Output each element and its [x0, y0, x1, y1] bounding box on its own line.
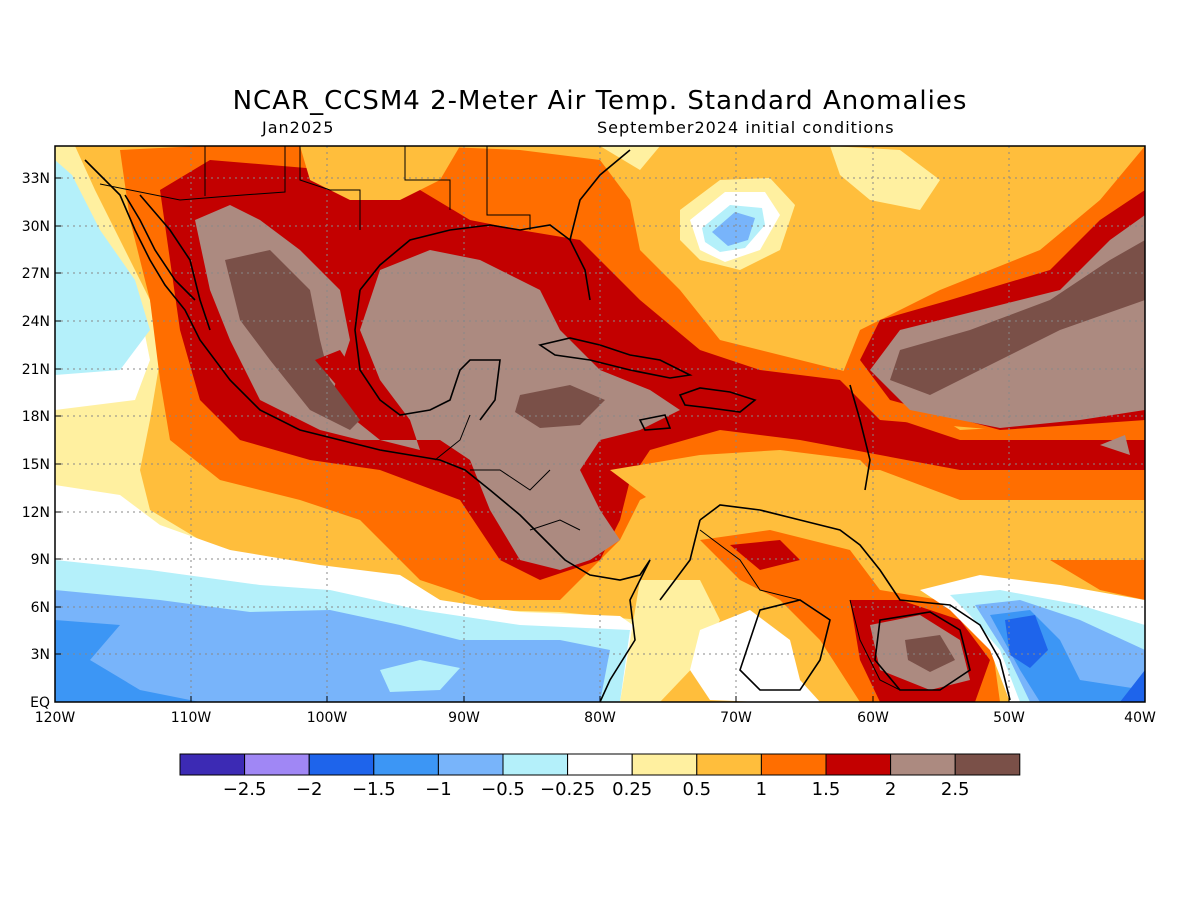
forecast-month: Jan2025: [262, 118, 335, 137]
lon-label: 50W: [993, 710, 1025, 726]
legend-label: −1: [425, 779, 452, 800]
lon-label: 70W: [720, 710, 752, 726]
legend-label: −0.25: [540, 779, 595, 800]
legend-swatch: [825, 753, 892, 776]
legend-swatch: [890, 753, 956, 776]
lat-label: 24N: [22, 314, 50, 330]
longitude-labels: 120W 110W 100W 90W 80W 70W 60W 50W 40W: [35, 710, 1156, 726]
lat-label: 9N: [31, 552, 50, 568]
graticule: [55, 146, 1145, 702]
legend-label: 1.5: [812, 779, 841, 800]
lon-label: 90W: [448, 710, 480, 726]
legend-swatch: [179, 753, 246, 776]
legend-swatch: [308, 753, 375, 776]
lat-label: 12N: [22, 505, 50, 521]
latitude-labels: 33N 30N 27N 24N 21N 18N 15N 12N 9N 6N 3N…: [22, 171, 50, 711]
lon-label: 60W: [857, 710, 889, 726]
lon-label: 40W: [1124, 710, 1156, 726]
legend-swatch: [567, 753, 633, 776]
lat-label: 33N: [22, 171, 50, 187]
anomaly-field: [55, 146, 1145, 702]
lat-label: EQ: [30, 695, 50, 711]
legend-label: −2.5: [223, 779, 267, 800]
lon-label: 100W: [307, 710, 348, 726]
legend-colorbar: [179, 753, 1021, 776]
legend-label: −0.5: [481, 779, 525, 800]
lat-label: 6N: [31, 600, 50, 616]
legend-labels: −2.5 −2 −1.5 −1 −0.5 −0.25 0.25 0.5 1 1.5 2 2.5: [223, 779, 970, 800]
legend-swatch: [437, 753, 504, 776]
borders: [99, 146, 901, 691]
lon-label: 120W: [35, 710, 76, 726]
legend-swatch: [244, 753, 310, 776]
legend-swatch: [373, 753, 439, 776]
legend-label: 0.25: [612, 779, 652, 800]
lat-label: 21N: [22, 362, 50, 378]
lon-label: 80W: [584, 710, 616, 726]
legend-swatch: [631, 753, 698, 776]
legend-label: 0.5: [682, 779, 711, 800]
lat-label: 18N: [22, 409, 50, 425]
legend-label: 1: [756, 779, 767, 800]
legend-label: −1.5: [352, 779, 396, 800]
initial-conditions: September2024 initial conditions: [597, 118, 895, 137]
legend-swatch: [760, 753, 827, 776]
tick-marks: [55, 177, 1010, 702]
lat-label: 3N: [31, 647, 50, 663]
legend-label: −2: [296, 779, 323, 800]
lon-label: 110W: [171, 710, 212, 726]
legend-label: 2: [885, 779, 896, 800]
lat-label: 30N: [22, 219, 50, 235]
legend-label: 2.5: [941, 779, 970, 800]
legend-swatch: [502, 753, 569, 776]
legend-swatch: [954, 753, 1021, 776]
legend-swatch: [696, 753, 762, 776]
coastlines: [84, 149, 1011, 702]
map-title: NCAR_CCSM4 2-Meter Air Temp. Standard An…: [232, 86, 968, 116]
lat-label: 15N: [22, 457, 50, 473]
lat-label: 27N: [22, 266, 50, 282]
